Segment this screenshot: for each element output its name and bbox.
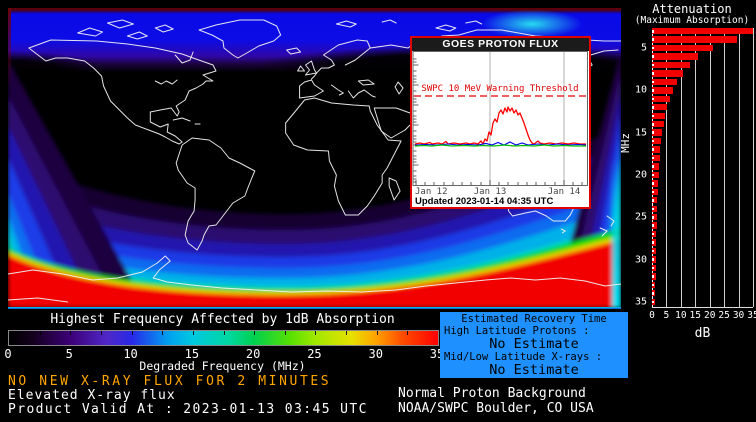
attenuation-ylabel: MHz [619,133,632,153]
attenuation-panel: Attenuation (Maximum Absorption) 5 10 15 20… [619,0,756,422]
estimated-recovery-box: Estimated Recovery Time High Latitude Pr… [440,312,628,378]
colorbar-ticklabels: 0 5 10 15 20 25 30 35 [4,347,445,361]
recovery-title: Estimated Recovery Time [461,313,607,325]
attenuation-subtitle: (Maximum Absorption) [634,15,750,26]
xtick-jan12: Jan 12 [415,187,448,196]
goes-proton-flux-inset: GOES PROTON FLUX SWPC 10 MeV Warning Thr… [410,36,591,209]
status-elevated-xray: Elevated X-ray flux [8,388,176,403]
inset-plot: SWPC 10 MeV Warning Threshold Jan 12 Jan… [412,51,589,197]
attenuation-plot [652,28,754,308]
xtick-jan14: Jan 14 [548,187,581,196]
recovery-mid-low-value: No Estimate [489,362,579,378]
colorbar-gradient [8,330,439,346]
threshold-label: SWPC 10 MeV Warning Threshold [421,84,578,94]
credit-noaa-swpc: NOAA/SWPC Boulder, CO USA [398,401,594,416]
recovery-mid-low-label: Mid/Low Latitude X-rays : [444,351,603,363]
status-product-valid: Product Valid At : 2023-01-13 03:45 UTC [8,402,368,417]
status-no-new-xray: NO NEW X-RAY FLUX FOR 2 MINUTES [8,374,332,389]
xtick-jan13: Jan 13 [474,187,507,196]
attenuation-xlabel: dB [694,326,711,341]
map-left-edge-glow [8,8,11,88]
attenuation-xticks: 0 5 10 15 20 25 30 35 [649,310,756,321]
map-bottom-edge [8,307,621,309]
colorbar-title: Highest Frequency Affected by 1dB Absorp… [50,312,395,327]
credit-proton-background: Normal Proton Background [398,386,586,401]
inset-title: GOES PROTON FLUX [412,38,589,51]
recovery-high-lat-label: High Latitude Protons : [444,325,590,337]
colorbar-xlabel: Degraded Frequency (MHz) [139,359,306,373]
attenuation-title: Attenuation [652,2,732,16]
proton-trace-green [414,144,586,147]
inset-updated-stamp: Updated 2023-01-14 04:35 UTC [412,196,589,207]
recovery-high-lat-value: No Estimate [489,336,579,352]
attenuation-yticks: 5 10 15 20 25 30 35 [634,42,647,308]
proton-trace-red [414,106,586,145]
